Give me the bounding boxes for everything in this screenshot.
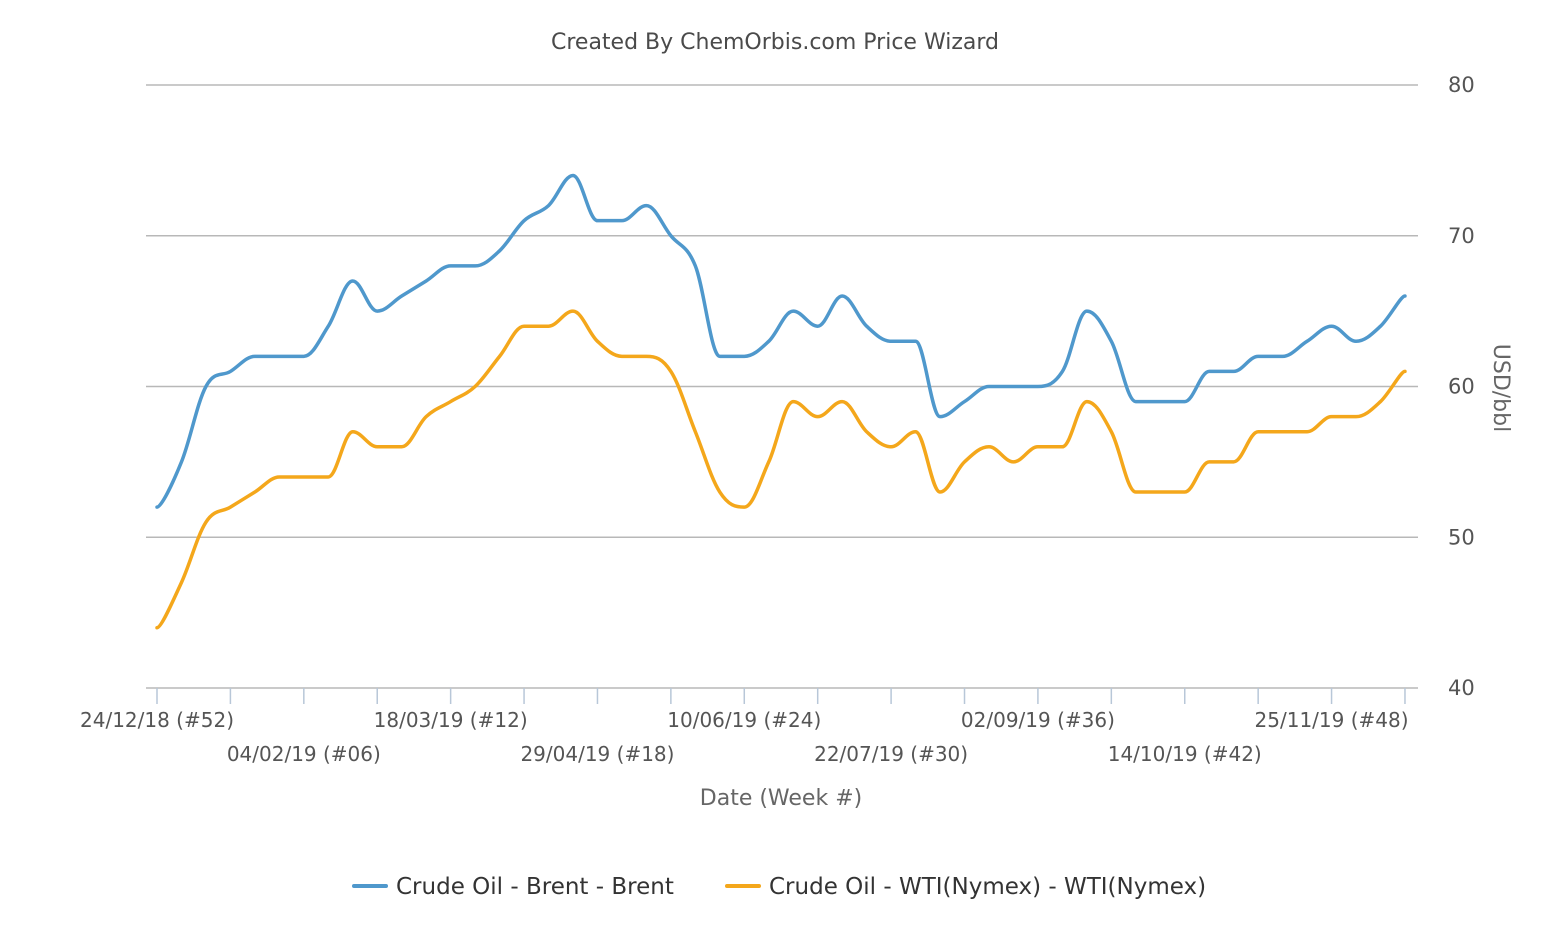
y-tick-label: 50	[1448, 525, 1475, 549]
y-tick-label: 80	[1448, 73, 1475, 97]
x-tick-label: 14/10/19 (#42)	[1108, 742, 1262, 766]
series-line-wti[interactable]	[155, 309, 1407, 630]
x-tick-label: 02/09/19 (#36)	[961, 708, 1115, 732]
gridlines	[146, 84, 1418, 689]
y-tick-label: 70	[1448, 224, 1475, 248]
y-tick-label: 60	[1448, 375, 1475, 399]
legend-item-label[interactable]: Crude Oil - WTI(Nymex) - WTI(Nymex)	[769, 874, 1206, 900]
series-line-brent[interactable]	[155, 173, 1407, 509]
chart-title: Created By ChemOrbis.com Price Wizard	[551, 30, 999, 55]
legend: Crude Oil - Brent - Brent Crude Oil - WTI…	[352, 874, 1206, 900]
x-tick-label: 22/07/19 (#30)	[814, 742, 968, 766]
x-tick-label: 24/12/18 (#52)	[80, 708, 234, 732]
x-axis-title: Date (Week #)	[700, 786, 862, 811]
y-axis-ticks: 40 50 60 70 80	[1448, 73, 1475, 700]
legend-item-label[interactable]: Crude Oil - Brent - Brent	[396, 874, 674, 900]
y-tick-label: 40	[1448, 676, 1475, 700]
x-tick-label: 18/03/19 (#12)	[374, 708, 528, 732]
plot-series	[155, 173, 1407, 630]
x-tick-label: 04/02/19 (#06)	[227, 742, 381, 766]
x-axis: 24/12/18 (#52) 04/02/19 (#06) 18/03/19 (#1…	[80, 688, 1409, 766]
x-tick-label: 29/04/19 (#18)	[520, 742, 674, 766]
y-axis-title: USD/bbl	[1488, 344, 1513, 432]
x-tick-label: 10/06/19 (#24)	[667, 708, 821, 732]
x-tick-label: 25/11/19 (#48)	[1255, 708, 1409, 732]
